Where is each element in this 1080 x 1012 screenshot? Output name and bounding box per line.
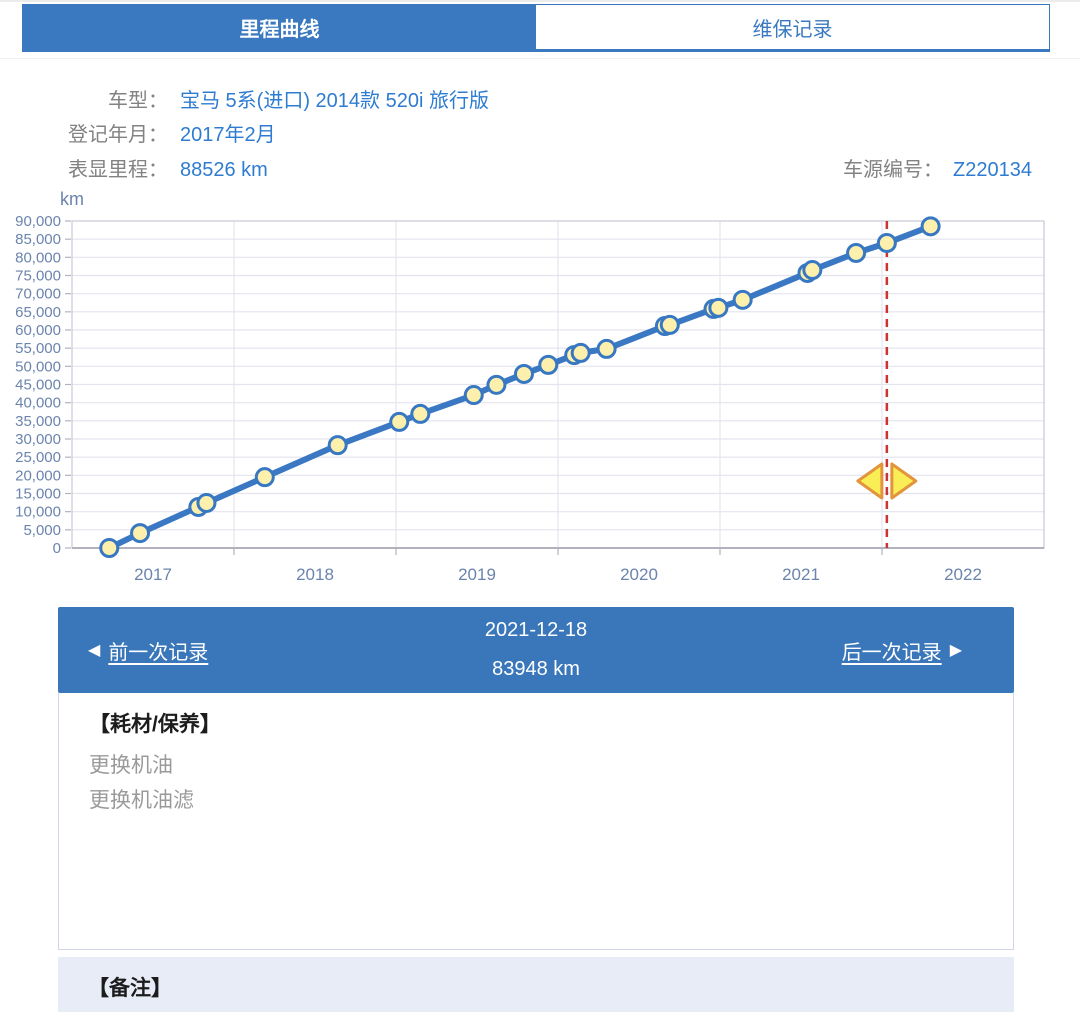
- x-axis-label: 2018: [296, 565, 334, 584]
- divider: [0, 58, 1080, 59]
- remark-section: 【备注】: [58, 957, 1014, 1012]
- data-point[interactable]: [876, 232, 897, 253]
- data-point[interactable]: [254, 467, 275, 488]
- maintenance-detail-panel: 【耗材/保养】 更换机油 更换机油滤: [58, 693, 1014, 950]
- model-value: 宝马 5系(进口) 2014款 520i 旅行版: [180, 90, 489, 112]
- y-axis-label: 0: [53, 540, 61, 557]
- data-point[interactable]: [846, 242, 867, 263]
- data-point[interactable]: [570, 342, 591, 363]
- x-axis-label: 2017: [134, 565, 172, 584]
- y-axis-label: 80,000: [15, 249, 61, 266]
- tab-mileage-curve[interactable]: 里程曲线: [23, 5, 536, 49]
- y-axis-label: 35,000: [15, 413, 61, 430]
- data-point[interactable]: [802, 260, 823, 281]
- data-point[interactable]: [196, 492, 217, 513]
- tab-maintenance-records[interactable]: 维保记录: [536, 5, 1049, 49]
- y-axis-label: 70,000: [15, 286, 61, 303]
- y-axis-label: 90,000: [15, 213, 61, 230]
- record-date: 2021-12-18: [484, 619, 588, 641]
- data-point[interactable]: [538, 354, 559, 375]
- x-axis-label: 2022: [944, 565, 982, 584]
- y-axis-label: 10,000: [15, 504, 61, 521]
- x-axis-label: 2020: [620, 565, 658, 584]
- source-id-label: 车源编号：: [843, 159, 944, 181]
- prev-record-button[interactable]: ◀ 前一次记录: [88, 607, 208, 693]
- data-point[interactable]: [920, 216, 941, 237]
- y-axis-label: 50,000: [15, 358, 61, 375]
- data-point[interactable]: [708, 297, 729, 318]
- y-axis-label: 40,000: [15, 395, 61, 412]
- remark-section-title: 【备注】: [88, 977, 172, 1000]
- data-point[interactable]: [99, 538, 120, 558]
- source-id-group: 车源编号： Z220134: [843, 156, 1032, 184]
- prev-record-label: 前一次记录: [108, 641, 209, 664]
- mileage-chart-container: 0 5,000 10,000 15,000 20,000 25,000 30,000 35,0…: [0, 192, 1080, 592]
- slider-handle-right[interactable]: [890, 462, 918, 500]
- y-axis-label: 75,000: [15, 268, 61, 285]
- y-axis-label: 55,000: [15, 340, 61, 357]
- y-axis-label: 20,000: [15, 467, 61, 484]
- data-point[interactable]: [732, 289, 753, 310]
- next-record-label: 后一次记录: [841, 641, 942, 664]
- data-point[interactable]: [463, 385, 484, 406]
- data-point[interactable]: [486, 374, 507, 395]
- y-axis-label: 45,000: [15, 377, 61, 394]
- x-axis-label: 2021: [782, 565, 820, 584]
- maintenance-section-title: 【耗材/保养】: [89, 713, 221, 736]
- y-axis-label: 65,000: [15, 304, 61, 321]
- y-axis-label: 85,000: [15, 231, 61, 248]
- y-axis-label: 25,000: [15, 449, 61, 466]
- source-id-value: Z220134: [953, 159, 1032, 181]
- data-point[interactable]: [596, 338, 617, 359]
- next-record-button[interactable]: 后一次记录 ▶: [842, 607, 962, 693]
- data-point[interactable]: [513, 363, 534, 384]
- slider-handle-left[interactable]: [856, 462, 884, 500]
- left-arrow-icon: ◀: [88, 642, 101, 659]
- tab-bar: 里程曲线 维保记录: [22, 4, 1050, 52]
- record-mileage: 83948 km: [492, 658, 580, 680]
- y-axis-label: 15,000: [15, 486, 61, 503]
- x-axis-label: 2019: [458, 565, 496, 584]
- right-arrow-icon: ▶: [949, 642, 962, 659]
- y-axis-label: 5,000: [23, 522, 61, 539]
- mileage-value: 88526 km: [180, 159, 268, 181]
- data-point[interactable]: [130, 523, 151, 544]
- maintenance-item: 更换机油: [89, 754, 173, 777]
- data-point[interactable]: [659, 314, 680, 335]
- maintenance-item: 更换机油滤: [89, 789, 194, 812]
- data-point[interactable]: [327, 435, 348, 456]
- model-label: 车型：: [108, 90, 168, 112]
- data-point[interactable]: [389, 411, 410, 432]
- y-axis-label: 60,000: [15, 322, 61, 339]
- data-point[interactable]: [410, 403, 431, 424]
- record-nav-bar: 2021-12-18 83948 km ◀ 前一次记录 后一次记录 ▶: [58, 607, 1014, 693]
- y-axis-label: 30,000: [15, 431, 61, 448]
- mileage-label: 表显里程：: [68, 159, 168, 181]
- register-label: 登记年月：: [68, 124, 168, 146]
- y-axis-unit-label: km: [60, 189, 84, 209]
- register-value: 2017年2月: [180, 124, 276, 146]
